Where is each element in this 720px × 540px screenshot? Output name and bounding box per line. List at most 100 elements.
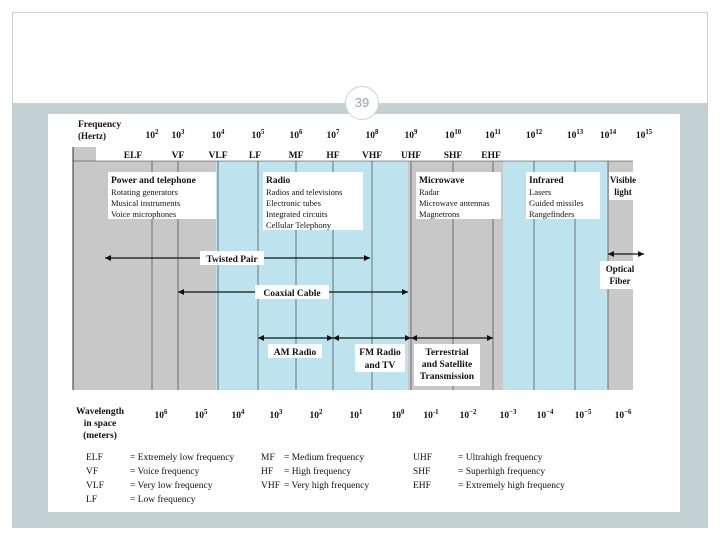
region-visible-line: light (614, 187, 632, 197)
wavelength-tick-label: 10−4 (537, 409, 554, 421)
region-power-title: Power and telephone (111, 176, 196, 186)
region-radio-title: Radio (266, 176, 291, 186)
legend-definition: = Very high frequency (284, 480, 369, 491)
region-power-item: Rotating generators (111, 187, 178, 197)
frequency-tick-label: 1010 (445, 129, 462, 141)
am-radio-label: AM Radio (274, 348, 317, 358)
region-microwave-item: Microwave antennas (419, 198, 490, 208)
coaxial-cable-arrow-head-right (402, 289, 408, 295)
wavelength-tick-label: 104 (232, 409, 246, 421)
optical-fiber-arrow-head-left (608, 251, 614, 257)
fm-radio-label: FM Radio (359, 348, 401, 358)
page-number: 39 (345, 86, 379, 120)
wavelength-tick-label: 10−5 (575, 409, 592, 421)
band-label: MF (289, 151, 304, 161)
region-radio-item: Radios and televisions (266, 187, 343, 197)
twisted-pair-label: Twisted Pair (206, 255, 258, 265)
terrestrial-arrow-head-right (487, 335, 493, 341)
legend-definition: = Extremely high frequency (458, 480, 565, 491)
region-radio-item: Cellular Telephony (266, 220, 332, 230)
optical-fiber-label: Optical (606, 264, 635, 274)
frequency-tick-label: 105 (252, 129, 266, 141)
legend-definition: = Low frequency (130, 494, 196, 505)
band-label: HF (326, 151, 339, 161)
legend-definition: = Superhigh frequency (458, 466, 545, 477)
region-infrared-title: Infrared (529, 176, 564, 186)
header-rule-left (12, 103, 345, 104)
region-infrared-item: Guided missiles (529, 198, 584, 208)
legend-definition: = High frequency (284, 466, 351, 477)
region-radio-item: Electronic tubes (266, 198, 321, 208)
frequency-tick-label: 104 (212, 129, 226, 141)
fm-radio-arrow-head-right (405, 335, 411, 341)
terrestrial-label: and Satellite (422, 360, 472, 370)
region-microwave-box (416, 172, 501, 219)
am-radio-arrow-head-right (327, 335, 333, 341)
legend-abbreviation: SHF (413, 467, 430, 477)
band-label: VF (172, 151, 185, 161)
twisted-pair-arrow-head-right (364, 255, 370, 261)
band-label: EHF (481, 151, 501, 161)
legend-abbreviation: VLF (86, 481, 104, 491)
region-radio-box (263, 172, 363, 230)
legend-abbreviation: HF (261, 467, 273, 477)
optical-fiber-arrow-head-right (638, 251, 644, 257)
optical-fiber-label: Fiber (610, 276, 631, 286)
wavelength-tick-label: 100 (392, 409, 406, 421)
frequency-tick-label: 103 (172, 129, 186, 141)
region-microwave-title: Microwave (419, 176, 464, 186)
region-infrared-item: Lasers (529, 187, 551, 197)
legend-definition: = Medium frequency (284, 452, 365, 463)
optical-fiber-label-box (600, 261, 640, 289)
region-microwave-item: Radar (419, 187, 439, 197)
region-infrared-item: Rangefinders (529, 209, 574, 219)
band-label: ELF (124, 151, 143, 161)
legend-abbreviation: MF (261, 453, 275, 463)
legend-definition: = Voice frequency (130, 466, 200, 477)
terrestrial-arrow-head-left (411, 335, 417, 341)
frequency-tick-label: 109 (405, 129, 419, 141)
coaxial-cable-arrow-head-left (178, 289, 184, 295)
header-rule-right (378, 103, 708, 104)
frequency-tick-label: 1015 (636, 129, 653, 141)
terrestrial-label: Terrestrial (425, 348, 469, 358)
legend-definition: = Extremely low frequency (130, 452, 235, 463)
fm-radio-arrow-head-left (333, 335, 339, 341)
legend-abbreviation: UHF (413, 453, 432, 463)
frequency-tick-label: 1012 (526, 129, 543, 141)
wavelength-tick-label: 101 (350, 409, 364, 421)
frequency-tick-label: 108 (366, 129, 380, 141)
region-power-box (108, 172, 216, 219)
frequency-tick-label: 1014 (600, 129, 617, 141)
spectrum-diagram: Frequency(Hertz) 102 103 104 105 106 107 108 109… (72, 120, 653, 505)
band-label: SHF (444, 151, 463, 161)
region-infrared-box (526, 172, 600, 219)
am-radio-arrow-head-left (258, 335, 264, 341)
band-label: LF (249, 151, 261, 161)
legend-abbreviation: EHF (413, 481, 431, 491)
frequency-tick-label: 107 (327, 129, 341, 141)
legend-definition: = Ultrahigh frequency (458, 452, 543, 463)
region-visible-box (609, 172, 637, 200)
region-visible-line: Visible (610, 175, 636, 185)
wavelength-axis-title: Wavelength (76, 407, 125, 417)
wavelength-axis-title: in space (84, 419, 116, 429)
wavelength-tick-label: 10−3 (500, 409, 517, 421)
frequency-tick-label: 1013 (567, 129, 584, 141)
fm-radio-label: and TV (365, 361, 396, 371)
legend-definition: = Very low frequency (130, 480, 213, 491)
legend-abbreviation: VF (86, 467, 98, 477)
legend-abbreviation: VHF (261, 481, 280, 491)
terrestrial-label: Transmission (420, 372, 475, 382)
fm-radio-label-box (355, 344, 405, 372)
terrestrial-label-box (414, 344, 480, 386)
wavelength-tick-label: 102 (310, 409, 324, 421)
band-label: VLF (209, 151, 228, 161)
wavelength-tick-label: 103 (270, 409, 284, 421)
wavelength-tick-label: 106 (155, 409, 169, 421)
legend-abbreviation: ELF (86, 453, 103, 463)
wavelength-tick-label: 10−2 (460, 409, 477, 421)
region-power-item: Musical instruments (111, 198, 180, 208)
coaxial-cable-label-box (255, 285, 329, 299)
twisted-pair-label-box (200, 251, 264, 265)
